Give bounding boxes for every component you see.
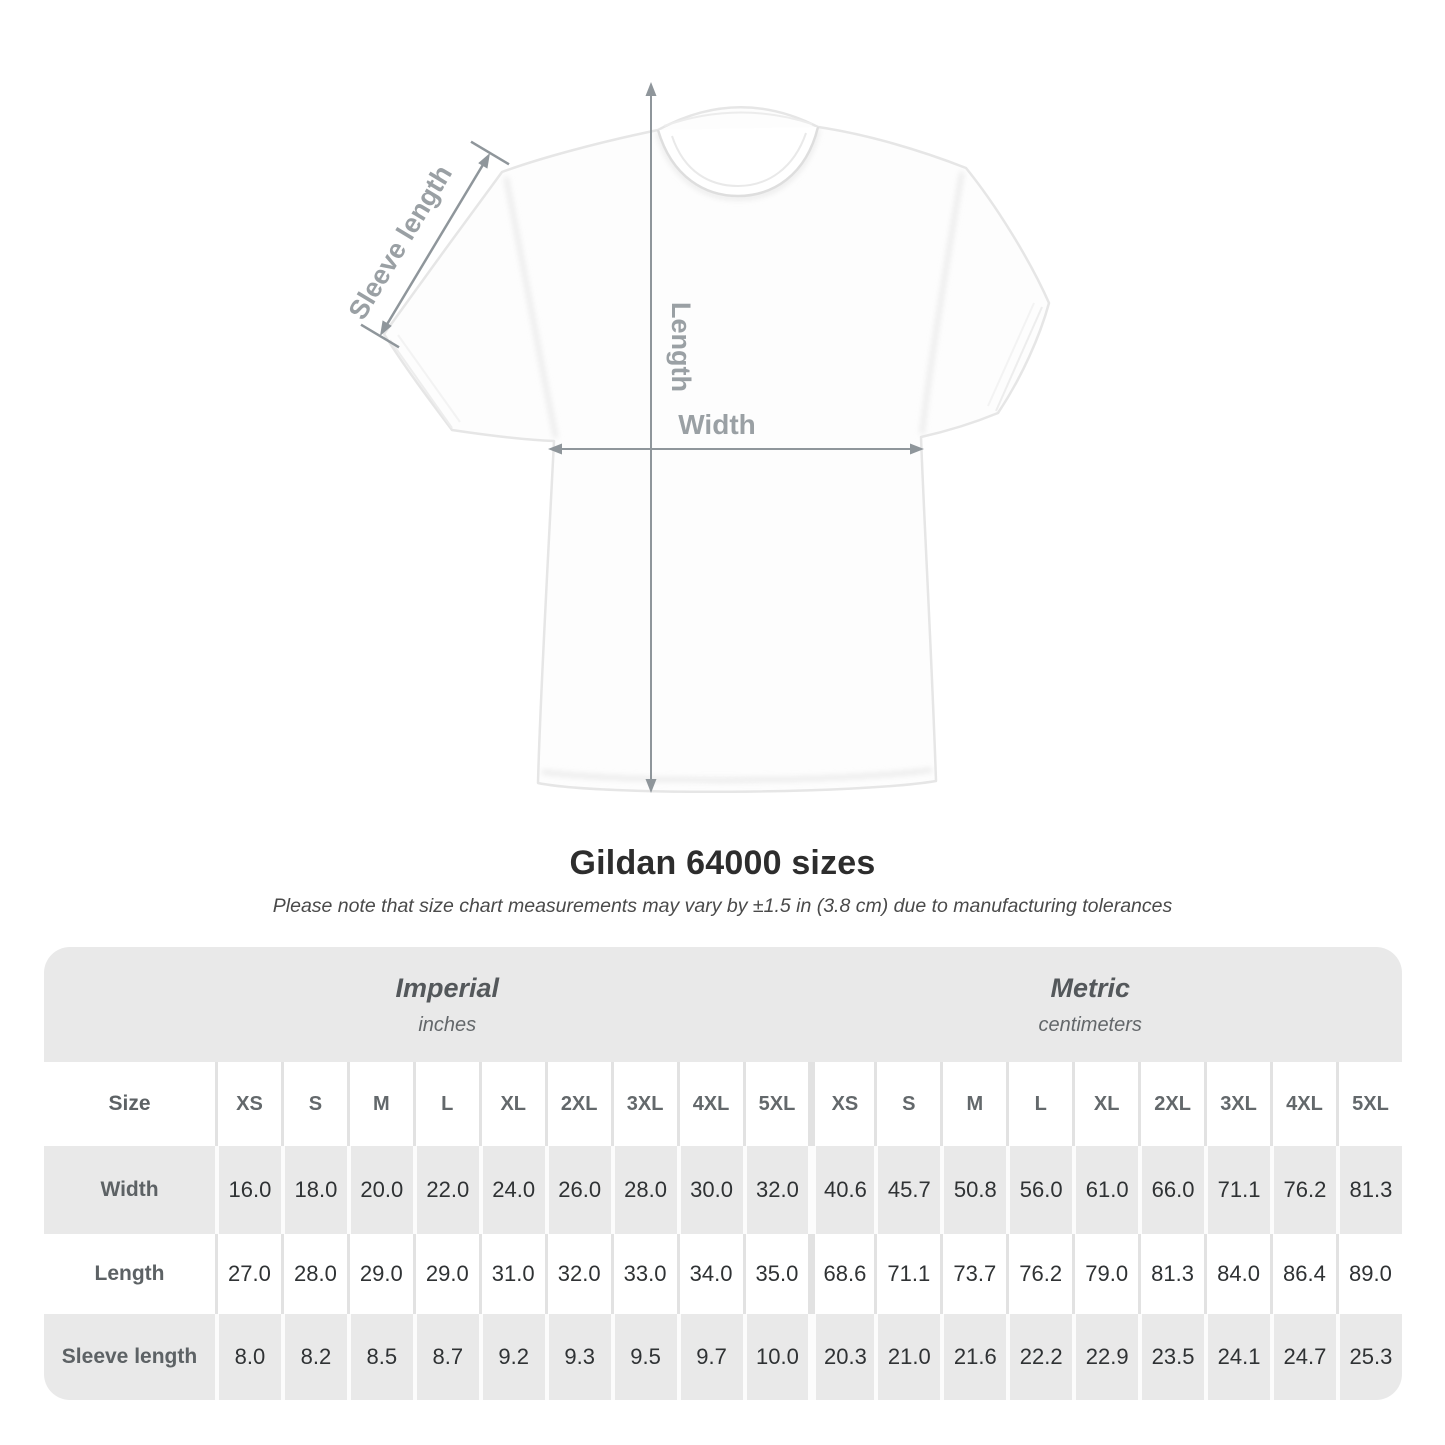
table-cell: 32.0	[544, 1234, 611, 1314]
table-cell: 56.0	[1006, 1146, 1073, 1234]
size-col-header: 4XL	[1270, 1062, 1336, 1146]
length-row: Length 27.0 28.0 29.0 29.0 31.0 32.0 33.…	[44, 1234, 1402, 1314]
table-cell: 29.0	[412, 1234, 479, 1314]
imperial-group-unit: inches	[418, 1013, 477, 1036]
table-cell: 76.2	[1270, 1146, 1336, 1234]
size-col-header: 5XL	[742, 1062, 809, 1146]
table-cell: 35.0	[742, 1234, 809, 1314]
table-cell: 8.0	[215, 1314, 281, 1400]
table-cell: 24.7	[1270, 1314, 1336, 1400]
table-cell: 9.2	[478, 1314, 545, 1400]
size-col-header: XS	[215, 1062, 281, 1146]
table-cell: 86.4	[1270, 1234, 1336, 1314]
page-title: Gildan 64000 sizes	[569, 844, 876, 882]
size-corner-header: Size	[44, 1062, 215, 1146]
table-cell: 9.5	[610, 1314, 677, 1400]
table-cell: 21.0	[874, 1314, 941, 1400]
table-cell: 29.0	[346, 1234, 413, 1314]
table-cell: 23.5	[1138, 1314, 1205, 1400]
table-cell: 22.0	[412, 1146, 479, 1234]
size-table-container: Imperial inches Metric centimeters Size …	[44, 947, 1402, 1400]
table-cell: 71.1	[1204, 1146, 1270, 1234]
size-col-header: XL	[1072, 1062, 1139, 1146]
table-cell: 8.2	[280, 1314, 347, 1400]
table-cell: 22.9	[1072, 1314, 1139, 1400]
sleeve-length-dimension	[360, 140, 510, 349]
length-dimension	[645, 82, 657, 793]
metric-group-label: Metric	[1050, 973, 1130, 1004]
width-dimension	[548, 443, 924, 455]
table-cell: 28.0	[610, 1146, 677, 1234]
table-cell: 8.7	[412, 1314, 479, 1400]
table-cell: 30.0	[676, 1146, 743, 1234]
table-cell: 50.8	[940, 1146, 1007, 1234]
size-table: Imperial inches Metric centimeters Size …	[44, 947, 1402, 1400]
size-col-header: XS	[808, 1062, 875, 1146]
table-cell: 18.0	[280, 1146, 347, 1234]
table-cell: 21.6	[940, 1314, 1007, 1400]
table-cell: 31.0	[478, 1234, 545, 1314]
table-cell: 27.0	[215, 1234, 281, 1314]
table-cell: 81.3	[1335, 1146, 1402, 1234]
table-cell: 34.0	[676, 1234, 743, 1314]
table-cell: 73.7	[940, 1234, 1007, 1314]
width-dimension-label: Width	[678, 409, 756, 440]
table-cell: 61.0	[1072, 1146, 1139, 1234]
table-cell: 66.0	[1138, 1146, 1205, 1234]
table-cell: 20.3	[808, 1314, 875, 1400]
sleeve-length-row: Sleeve length 8.0 8.2 8.5 8.7 9.2 9.3 9.…	[44, 1314, 1402, 1400]
tshirt-measurement-diagram: Sleeve length Length Width	[343, 82, 1051, 794]
table-cell: 89.0	[1335, 1234, 1402, 1314]
table-cell: 25.3	[1335, 1314, 1402, 1400]
table-cell: 8.5	[346, 1314, 413, 1400]
size-col-header: 4XL	[676, 1062, 743, 1146]
table-cell: 26.0	[544, 1146, 611, 1234]
metric-group-unit: centimeters	[1038, 1013, 1142, 1036]
table-cell: 33.0	[610, 1234, 677, 1314]
table-cell: 81.3	[1138, 1234, 1205, 1314]
size-col-header: 2XL	[544, 1062, 611, 1146]
table-cell: 40.6	[808, 1146, 875, 1234]
table-cell: 24.0	[478, 1146, 545, 1234]
size-col-header: 5XL	[1335, 1062, 1402, 1146]
table-cell: 76.2	[1006, 1234, 1073, 1314]
size-col-header: L	[1006, 1062, 1073, 1146]
size-header-row: Size XS S M L XL 2XL 3XL 4XL 5XL XS S M …	[44, 1062, 1402, 1146]
table-cell: 24.1	[1204, 1314, 1270, 1400]
table-cell: 79.0	[1072, 1234, 1139, 1314]
row-header-sleeve-length: Sleeve length	[44, 1314, 215, 1400]
table-cell: 45.7	[874, 1146, 941, 1234]
imperial-group-label: Imperial	[395, 973, 499, 1004]
table-cell: 71.1	[874, 1234, 941, 1314]
unit-group-row: Imperial inches Metric centimeters	[44, 947, 1402, 1062]
metric-group-header: Metric centimeters	[808, 947, 1402, 1062]
size-col-header: XL	[478, 1062, 545, 1146]
size-col-header: M	[940, 1062, 1007, 1146]
size-col-header: S	[874, 1062, 941, 1146]
table-cell: 32.0	[742, 1146, 809, 1234]
length-dimension-label: Length	[666, 302, 696, 392]
table-cell: 16.0	[215, 1146, 281, 1234]
row-header-length: Length	[44, 1234, 215, 1314]
row-header-width: Width	[44, 1146, 215, 1234]
size-col-header: L	[412, 1062, 479, 1146]
imperial-group-header: Imperial inches	[44, 947, 809, 1062]
size-col-header: S	[280, 1062, 347, 1146]
table-cell: 28.0	[280, 1234, 347, 1314]
size-col-header: 2XL	[1138, 1062, 1205, 1146]
width-row: Width 16.0 18.0 20.0 22.0 24.0 26.0 28.0…	[44, 1146, 1402, 1234]
table-cell: 10.0	[742, 1314, 809, 1400]
table-cell: 20.0	[346, 1146, 413, 1234]
table-cell: 84.0	[1204, 1234, 1270, 1314]
table-cell: 22.2	[1006, 1314, 1073, 1400]
table-cell: 68.6	[808, 1234, 875, 1314]
size-col-header: 3XL	[610, 1062, 677, 1146]
size-col-header: M	[346, 1062, 413, 1146]
table-cell: 9.7	[676, 1314, 743, 1400]
tolerance-note: Please note that size chart measurements…	[272, 895, 1173, 917]
size-col-header: 3XL	[1204, 1062, 1270, 1146]
table-cell: 9.3	[544, 1314, 611, 1400]
